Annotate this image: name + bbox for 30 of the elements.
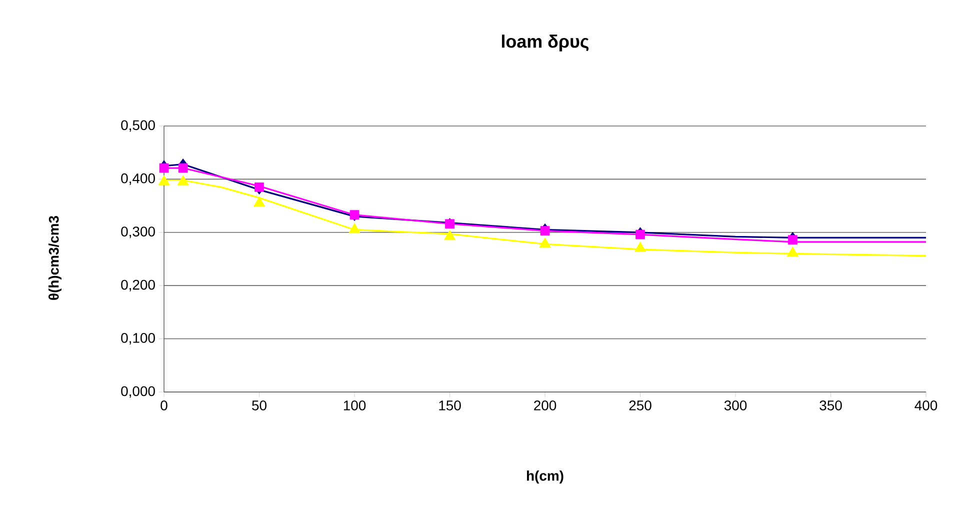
point	[254, 182, 264, 192]
point	[539, 237, 551, 248]
y-axis-title: θ(h)cm3/cm3	[48, 216, 62, 300]
point	[159, 163, 169, 173]
x-tick-label: 50	[252, 400, 266, 410]
point	[178, 163, 188, 173]
x-axis-title: h(cm)	[526, 470, 564, 484]
x-tick-label: 300	[724, 400, 747, 410]
point	[444, 230, 456, 240]
y-tick-label: 0,100	[121, 333, 155, 345]
y-tick-label: 0,000	[121, 386, 155, 398]
y-tick-label: 0,500	[121, 120, 155, 132]
x-tick-label: 150	[439, 400, 461, 410]
x-tick-label: 250	[629, 400, 652, 410]
y-tick-label: 0,400	[121, 173, 155, 185]
point	[636, 230, 645, 240]
x-tick-label: 400	[914, 400, 938, 410]
point	[786, 246, 798, 257]
point	[540, 226, 550, 236]
point	[634, 242, 646, 252]
x-tick-label: 0	[160, 400, 168, 410]
y-tick-label: 0,300	[121, 226, 155, 238]
x-tick-label: 100	[344, 400, 366, 410]
x-tick-label: 200	[534, 400, 556, 410]
point	[788, 235, 798, 245]
x-tick-label: 350	[820, 400, 842, 410]
y-tick-label: 0,200	[121, 280, 155, 292]
point	[253, 196, 266, 207]
chart-title: loam δρυς	[502, 34, 589, 52]
point	[348, 223, 360, 234]
